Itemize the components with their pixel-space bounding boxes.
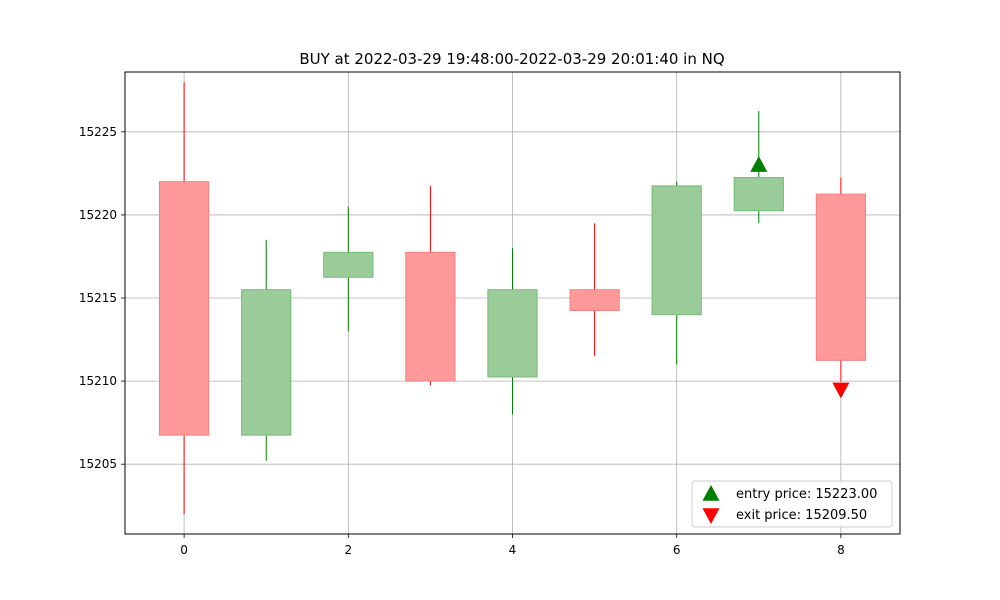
legend-exit-label: exit price: 15209.50	[736, 508, 867, 523]
y-tick-label: 15205	[79, 457, 117, 471]
legend-entry-label: entry price: 15223.00	[736, 487, 877, 502]
y-tick-label: 15220	[79, 208, 117, 222]
candle-body-up	[651, 185, 702, 316]
x-tick-label: 0	[180, 543, 188, 557]
entry-marker	[750, 156, 768, 172]
candle-body-up	[487, 289, 538, 378]
y-tick-label: 15210	[79, 374, 117, 388]
legend: entry price: 15223.00 exit price: 15209.…	[691, 480, 893, 528]
triangle-down-icon	[702, 508, 720, 524]
exit-marker	[832, 382, 850, 399]
trade-markers	[750, 156, 850, 399]
x-tick-label: 8	[837, 543, 845, 557]
candle-body-down	[405, 251, 456, 382]
candle-body-down	[815, 193, 867, 361]
x-tick-label: 4	[509, 543, 517, 557]
triangle-up-icon	[702, 485, 720, 501]
candle-body-up	[323, 251, 374, 278]
y-axis: 15205 15210 15215 15220 15225	[79, 125, 125, 471]
x-tick-label: 6	[673, 543, 681, 557]
candle-body-down	[569, 289, 620, 311]
candle-body-up	[241, 289, 292, 436]
x-axis: 0 2 4 6 8	[180, 534, 845, 557]
x-tick-label: 2	[344, 543, 352, 557]
y-tick-label: 15215	[79, 291, 117, 305]
candle-body-up	[733, 177, 784, 212]
chart-title: BUY at 2022-03-29 19:48:00-2022-03-29 20…	[299, 50, 724, 68]
candle-body-down	[158, 181, 210, 436]
y-tick-label: 15225	[79, 125, 117, 139]
legend-box	[691, 480, 893, 528]
candles	[158, 81, 867, 515]
